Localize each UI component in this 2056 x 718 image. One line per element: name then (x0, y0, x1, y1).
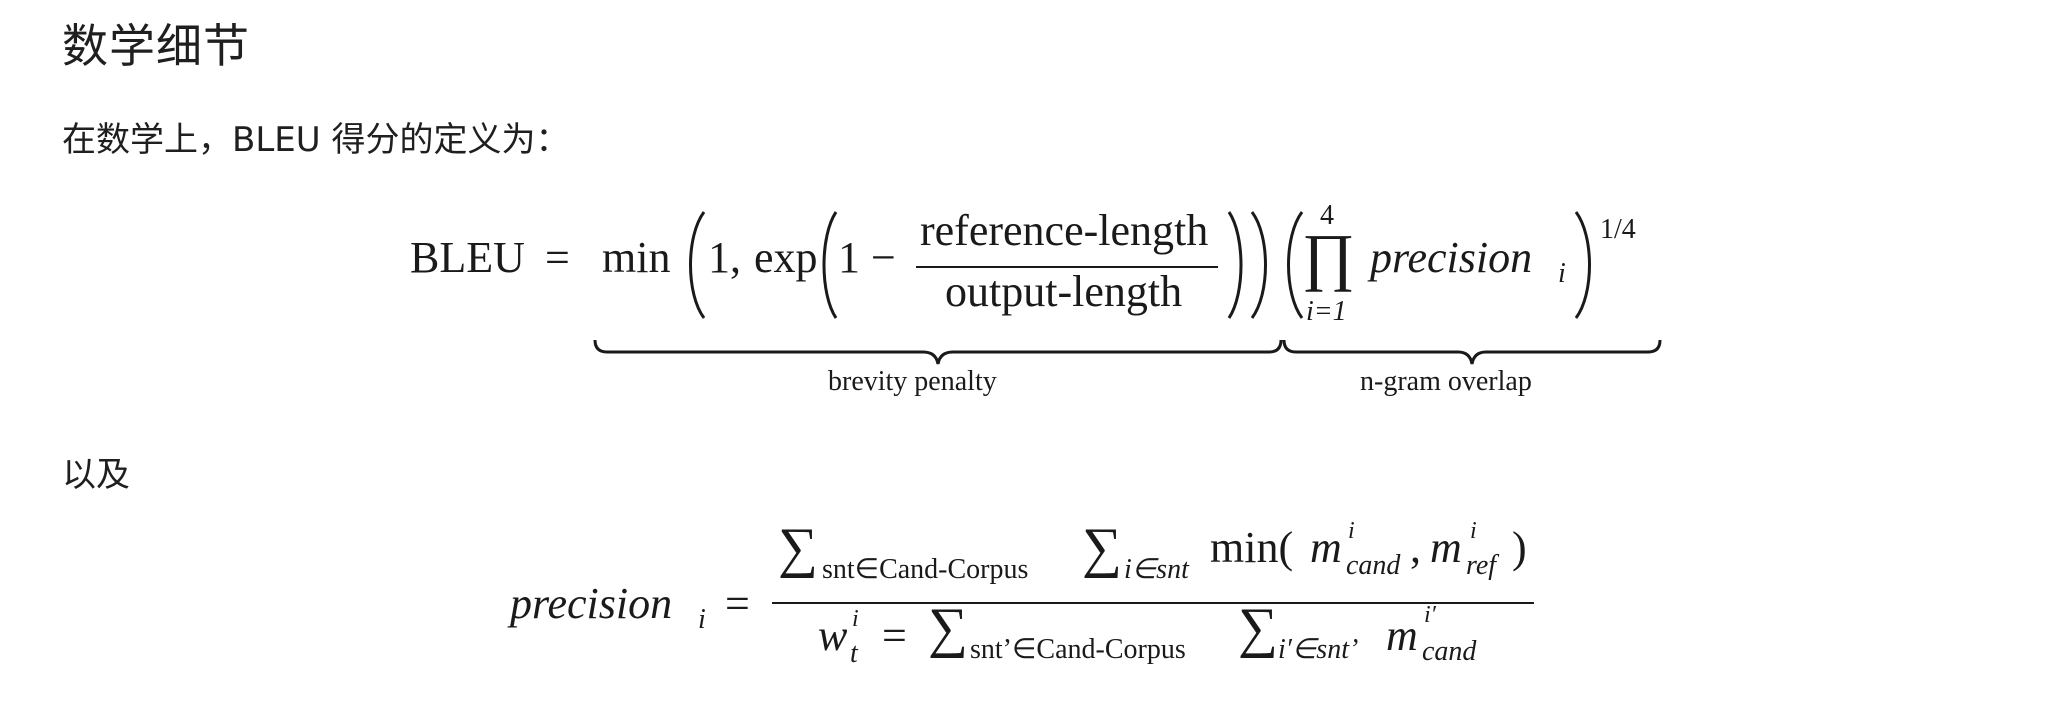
prod-left-paren (1287, 211, 1304, 319)
den-sum-2: ∑ (1238, 597, 1278, 659)
eq1-lhs: BLEU (410, 233, 525, 282)
eq1-one-comma: 1, (708, 233, 741, 282)
den-m-sup: i′ (1424, 602, 1436, 628)
eq1-numerator: reference-length (920, 206, 1209, 255)
num-min: min( (1210, 523, 1294, 572)
prod-upper-limit: 4 (1320, 200, 1334, 231)
intro-paragraph: 在数学上，BLEU 得分的定义为： (62, 120, 570, 160)
eq1-exp: exp (754, 233, 818, 282)
num-m-ref-sup: i (1470, 518, 1477, 544)
eq1-precision: precision (1370, 233, 1533, 282)
eq1-denominator: output-length (945, 267, 1183, 316)
precision-equation: precision i = ∑ snt∈Cand-Corpus ∑ i∈snt … (510, 517, 1610, 710)
num-m-cand-sub: cand (1346, 550, 1401, 581)
prod-lower-limit: i=1 (1306, 296, 1347, 327)
eq2-fraction-bar (772, 602, 1534, 604)
num-sum-1: ∑ (778, 517, 818, 579)
eq1-exponent: 1/4 (1600, 214, 1636, 245)
bleu-equation: BLEU = min 1, exp 1 − reference-length o… (410, 200, 1670, 410)
den-equals: = (882, 611, 907, 660)
num-sum-2: ∑ (1082, 517, 1122, 579)
underbrace-ngram (1282, 339, 1662, 365)
num-close-paren: ) (1512, 523, 1527, 572)
den-w-sup: i (852, 606, 859, 632)
eq1-one-minus: 1 − (838, 233, 896, 282)
eq1-precision-sub: i (1558, 258, 1566, 289)
prod-right-paren (1574, 211, 1591, 319)
num-m-ref: m (1430, 523, 1462, 572)
min-left-paren (689, 211, 706, 319)
section-heading: 数学细节 (62, 19, 250, 73)
eq1-min: min (602, 233, 671, 282)
num-m-cand: m (1310, 523, 1342, 572)
brace-label-brevity: brevity penalty (828, 366, 997, 397)
den-m-sub: cand (1422, 636, 1477, 667)
den-w-sub: t (850, 638, 858, 669)
den-m-cand: m (1386, 611, 1418, 660)
exp-left-paren (822, 211, 838, 319)
min-right-paren (1250, 211, 1267, 319)
eq1-equals: = (545, 233, 570, 282)
prod-symbol: ∏ (1302, 221, 1355, 292)
den-w: w (818, 611, 848, 660)
num-sum-2-sub: i∈snt (1124, 554, 1189, 585)
eq2-lhs-sub: i (698, 604, 706, 635)
exp-right-paren (1227, 211, 1243, 319)
eq2-lhs: precision (510, 579, 673, 628)
num-m-cand-sup: i (1348, 518, 1355, 544)
num-comma: , (1410, 523, 1421, 572)
num-sum-1-sub: snt∈Cand-Corpus (822, 554, 1029, 585)
den-sum-1: ∑ (928, 597, 968, 659)
brace-label-ngram: n-gram overlap (1360, 366, 1532, 397)
den-sum-2-sub: i′∈snt’ (1278, 634, 1359, 665)
eq1-fraction-bar (916, 266, 1218, 268)
num-m-ref-sub: ref (1466, 550, 1497, 581)
den-sum-1-sub: snt’∈Cand-Corpus (970, 634, 1186, 665)
eq2-equals: = (725, 579, 750, 628)
underbrace-brevity (593, 339, 1283, 365)
and-paragraph: 以及 (62, 455, 130, 495)
